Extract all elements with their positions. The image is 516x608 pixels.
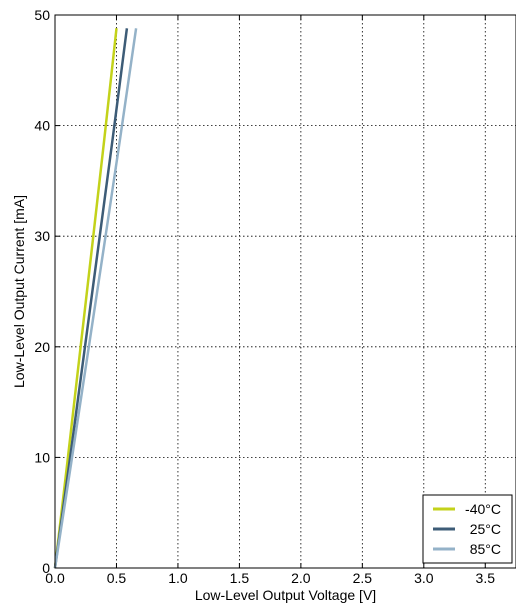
x-tick-label: 1.0	[168, 570, 188, 586]
x-tick-label: 3.5	[476, 570, 496, 586]
series-group	[53, 28, 138, 569]
legend-label: -40°C	[465, 501, 501, 517]
x-tick-label: 1.5	[230, 570, 250, 586]
y-tick-label: 30	[34, 228, 50, 244]
tick-labels: 0.0 0.5 1.0 1.5 2.0 2.5 3.0 3.5 0 10 20 30 40 50	[34, 7, 495, 586]
y-tick-label: 0	[42, 560, 50, 576]
legend: -40°C 25°C 85°C	[422, 494, 513, 564]
grid	[55, 15, 516, 568]
series-line-85c	[53, 28, 138, 569]
y-axis-title: Low-Level Output Current [mA]	[11, 195, 27, 388]
series-line-25c	[53, 28, 129, 569]
y-tick-label: 10	[34, 449, 50, 465]
x-tick-label: 2.5	[353, 570, 373, 586]
plot-frame	[54, 14, 516, 569]
ticks	[54, 14, 486, 569]
y-tick-label: 40	[34, 118, 50, 134]
legend-label: 85°C	[470, 541, 501, 557]
y-tick-label: 20	[34, 339, 50, 355]
x-tick-label: 0.5	[107, 570, 127, 586]
series-line--40c	[53, 28, 118, 569]
x-tick-label: 3.0	[414, 570, 434, 586]
legend-label: 25°C	[470, 521, 501, 537]
x-tick-label: 0.0	[45, 570, 65, 586]
x-axis-title: Low-Level Output Voltage [V]	[195, 587, 376, 603]
x-tick-label: 2.0	[291, 570, 311, 586]
y-tick-label: 50	[34, 7, 50, 23]
